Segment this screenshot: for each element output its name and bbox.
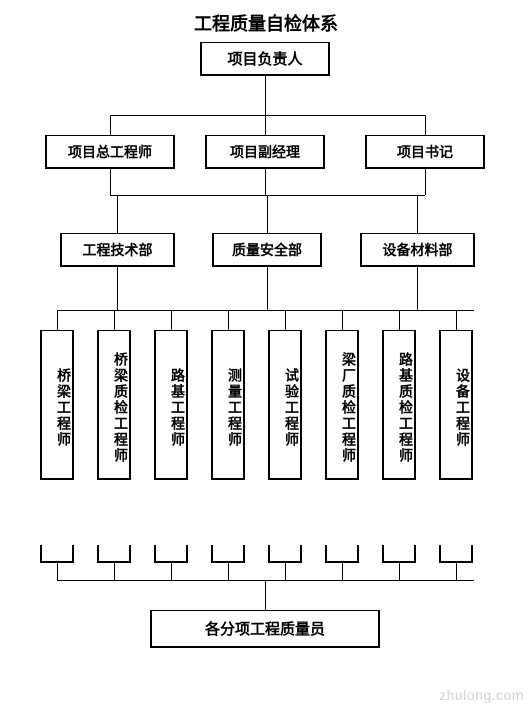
connector-v bbox=[228, 563, 229, 580]
stub-2 bbox=[154, 545, 188, 563]
connector-v bbox=[285, 310, 286, 330]
connector-v bbox=[171, 310, 172, 330]
node-row3-2: 设备材料部 bbox=[360, 233, 475, 267]
connector-v bbox=[57, 563, 58, 580]
connector-v bbox=[417, 267, 418, 310]
node-row4-4: 试验工程师 bbox=[268, 330, 302, 480]
stub-0 bbox=[40, 545, 74, 563]
stub-3 bbox=[211, 545, 245, 563]
connector-v bbox=[417, 195, 418, 233]
connector-h bbox=[57, 310, 474, 311]
connector-v bbox=[265, 76, 266, 115]
stub-1 bbox=[97, 545, 131, 563]
connector-v bbox=[110, 115, 111, 135]
connector-v bbox=[117, 195, 118, 233]
node-row2-0: 项目总工程师 bbox=[45, 135, 175, 169]
node-row4-5: 梁厂质检工程师 bbox=[325, 330, 359, 480]
connector-v bbox=[265, 115, 266, 135]
watermark: zhulong.com bbox=[439, 687, 524, 703]
connector-v bbox=[425, 169, 426, 195]
connector-v bbox=[114, 563, 115, 580]
node-row2-1: 项目副经理 bbox=[205, 135, 325, 169]
connector-v bbox=[117, 267, 118, 310]
stub-7 bbox=[439, 545, 473, 563]
connector-v bbox=[57, 310, 58, 330]
connector-v bbox=[265, 580, 266, 610]
connector-v bbox=[399, 563, 400, 580]
node-row2-2: 项目书记 bbox=[365, 135, 485, 169]
node-row4-7: 设备工程师 bbox=[439, 330, 473, 480]
stub-5 bbox=[325, 545, 359, 563]
connector-v bbox=[228, 310, 229, 330]
connector-v bbox=[285, 563, 286, 580]
node-row4-1: 桥梁质检工程师 bbox=[97, 330, 131, 480]
node-bottom: 各分项工程质量员 bbox=[150, 610, 380, 648]
node-row3-1: 质量安全部 bbox=[212, 233, 322, 267]
connector-v bbox=[342, 310, 343, 330]
node-row3-0: 工程技术部 bbox=[60, 233, 175, 267]
connector-v bbox=[267, 267, 268, 310]
node-row4-3: 测量工程师 bbox=[211, 330, 245, 480]
connector-v bbox=[171, 563, 172, 580]
connector-v bbox=[265, 169, 266, 195]
connector-v bbox=[456, 563, 457, 580]
node-row4-6: 路基质检工程师 bbox=[382, 330, 416, 480]
connector-v bbox=[110, 169, 111, 195]
node-row4-2: 路基工程师 bbox=[154, 330, 188, 480]
stub-6 bbox=[382, 545, 416, 563]
stub-4 bbox=[268, 545, 302, 563]
connector-v bbox=[456, 310, 457, 330]
connector-v bbox=[425, 115, 426, 135]
connector-v bbox=[267, 195, 268, 233]
connector-h bbox=[110, 115, 425, 116]
node-row4-0: 桥梁工程师 bbox=[40, 330, 74, 480]
connector-v bbox=[114, 310, 115, 330]
node-project-leader: 项目负责人 bbox=[200, 42, 330, 76]
page-title: 工程质量自检体系 bbox=[0, 10, 532, 36]
connector-v bbox=[399, 310, 400, 330]
connector-v bbox=[342, 563, 343, 580]
